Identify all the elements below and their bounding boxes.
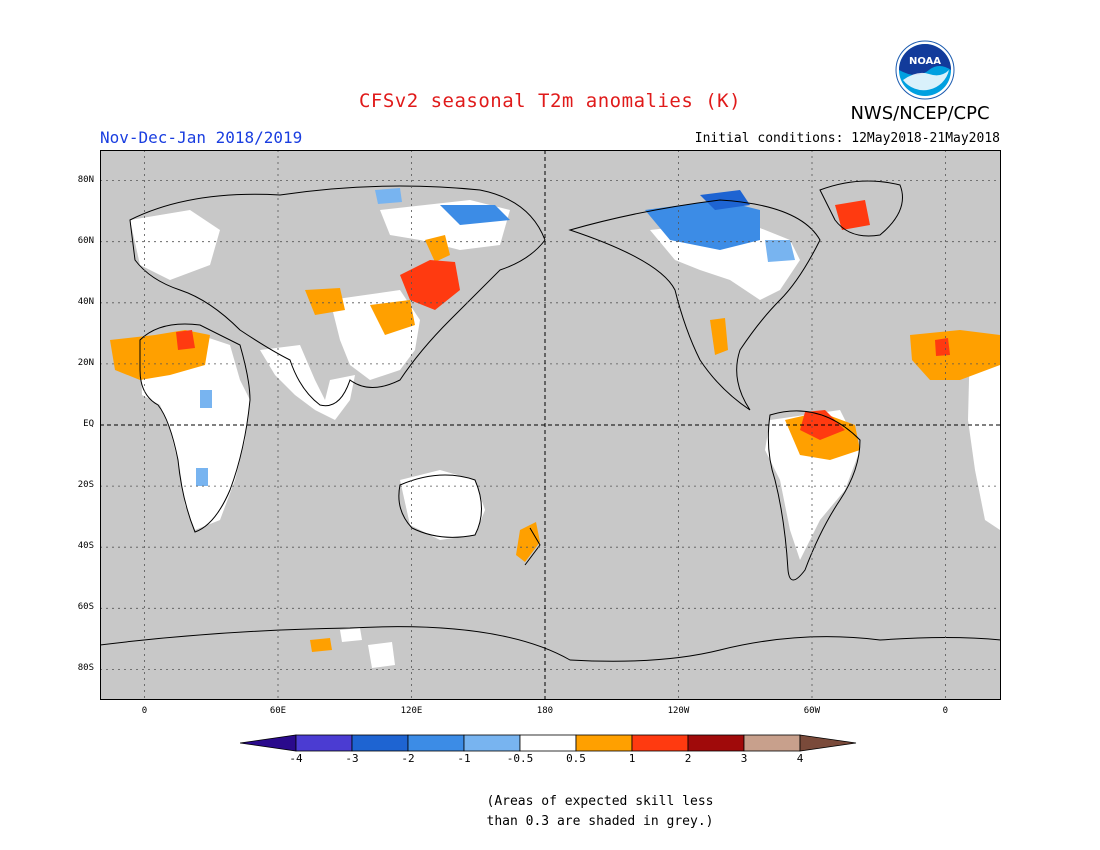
colorbar-label: -3	[345, 752, 359, 765]
red-regions	[176, 200, 950, 440]
lon-label: 180	[536, 706, 554, 716]
colorbar-segment	[575, 734, 633, 752]
initial-conditions-label: Initial conditions: 12May2018-21May2018	[694, 131, 1000, 146]
colorbar-segment	[743, 734, 801, 752]
map-frame	[100, 150, 1001, 700]
colorbar-label: 3	[740, 752, 748, 765]
lon-label: 0	[141, 706, 148, 716]
lat-label: 40N	[77, 296, 94, 307]
colorbar-label: -1	[457, 752, 471, 765]
lat-label: 80S	[77, 663, 94, 674]
lat-label: 20N	[77, 357, 94, 368]
chart-title: CFSv2 seasonal T2m anomalies (K)	[358, 90, 742, 112]
lat-label: 60N	[77, 235, 94, 246]
colorbar-segment	[631, 734, 689, 752]
world-map	[100, 150, 1001, 700]
lon-label: 120E	[400, 706, 423, 716]
skill-note-line2: than 0.3 are shaded in grey.)	[486, 814, 714, 829]
colorbar-segment	[240, 734, 297, 752]
svg-text:NOAA: NOAA	[909, 56, 941, 67]
colorbar-label: 0.5	[566, 752, 586, 765]
lat-label: 40S	[77, 541, 94, 552]
colorbar-segment	[799, 734, 857, 752]
blue-regions	[196, 188, 795, 486]
lon-label: 60W	[803, 706, 821, 716]
lat-label: EQ	[83, 419, 94, 429]
season-label: Nov-Dec-Jan 2018/2019	[100, 128, 303, 147]
colorbar	[240, 734, 857, 752]
colorbar-segment	[351, 734, 409, 752]
noaa-logo: NOAA	[895, 40, 955, 100]
agency-label: NWS/NCEP/CPC	[850, 103, 990, 124]
colorbar-label: -4	[289, 752, 303, 765]
equator-dateline	[100, 150, 1001, 700]
coastlines	[100, 180, 1001, 662]
lat-label: 60S	[77, 602, 94, 613]
colorbar-segment	[687, 734, 745, 752]
lat-label: 80N	[77, 174, 94, 185]
lon-label: 60E	[269, 706, 287, 716]
colorbar-label: -0.5	[506, 752, 534, 765]
colorbar-segment	[295, 734, 353, 752]
colorbar-label: 1	[628, 752, 636, 765]
lat-label: 20S	[77, 480, 94, 491]
skill-note: (Areas of expected skill less than 0.3 a…	[420, 792, 780, 832]
colorbar-label: -2	[401, 752, 415, 765]
lon-label: 0	[942, 706, 949, 716]
colorbar-segment	[463, 734, 521, 752]
colorbar-segment	[407, 734, 465, 752]
skill-note-line1: (Areas of expected skill less	[486, 794, 714, 809]
colorbar-label: 2	[684, 752, 692, 765]
graticule	[100, 150, 1001, 700]
colorbar-label: 4	[796, 752, 804, 765]
colorbar-segment	[519, 734, 577, 752]
lon-label: 120W	[667, 706, 690, 716]
